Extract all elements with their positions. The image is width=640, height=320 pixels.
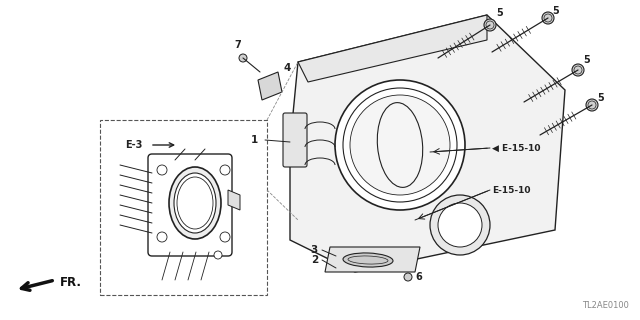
Text: FR.: FR. xyxy=(60,276,82,289)
Text: TL2AE0100: TL2AE0100 xyxy=(582,300,628,309)
Circle shape xyxy=(157,232,167,242)
Text: 5: 5 xyxy=(598,93,604,103)
Circle shape xyxy=(438,203,482,247)
FancyBboxPatch shape xyxy=(148,154,232,256)
Text: 3: 3 xyxy=(311,245,318,255)
Circle shape xyxy=(220,165,230,175)
Ellipse shape xyxy=(174,173,216,233)
Circle shape xyxy=(335,80,465,210)
Text: 5: 5 xyxy=(584,55,590,65)
Polygon shape xyxy=(258,72,282,100)
Text: 1: 1 xyxy=(251,135,258,145)
Bar xyxy=(100,120,267,295)
Text: 7: 7 xyxy=(235,40,241,50)
Circle shape xyxy=(572,64,584,76)
Polygon shape xyxy=(290,15,565,272)
Circle shape xyxy=(542,12,554,24)
Circle shape xyxy=(404,273,412,281)
Text: 2: 2 xyxy=(311,255,318,265)
Circle shape xyxy=(157,165,167,175)
Ellipse shape xyxy=(343,253,393,267)
Text: E-3: E-3 xyxy=(125,140,143,150)
Text: E-15-10: E-15-10 xyxy=(492,186,531,195)
Text: 4: 4 xyxy=(283,63,291,73)
Ellipse shape xyxy=(169,167,221,239)
Circle shape xyxy=(484,19,496,31)
Circle shape xyxy=(430,195,490,255)
Circle shape xyxy=(220,232,230,242)
Circle shape xyxy=(239,54,247,62)
Polygon shape xyxy=(298,15,487,82)
Text: ◀ E-15-10: ◀ E-15-10 xyxy=(492,143,541,153)
Text: 6: 6 xyxy=(415,272,422,282)
Circle shape xyxy=(586,99,598,111)
Circle shape xyxy=(350,95,450,195)
Polygon shape xyxy=(228,190,240,210)
FancyBboxPatch shape xyxy=(283,113,307,167)
Polygon shape xyxy=(325,247,420,272)
Circle shape xyxy=(214,251,222,259)
Text: 5: 5 xyxy=(497,8,504,18)
Text: 5: 5 xyxy=(552,6,559,16)
